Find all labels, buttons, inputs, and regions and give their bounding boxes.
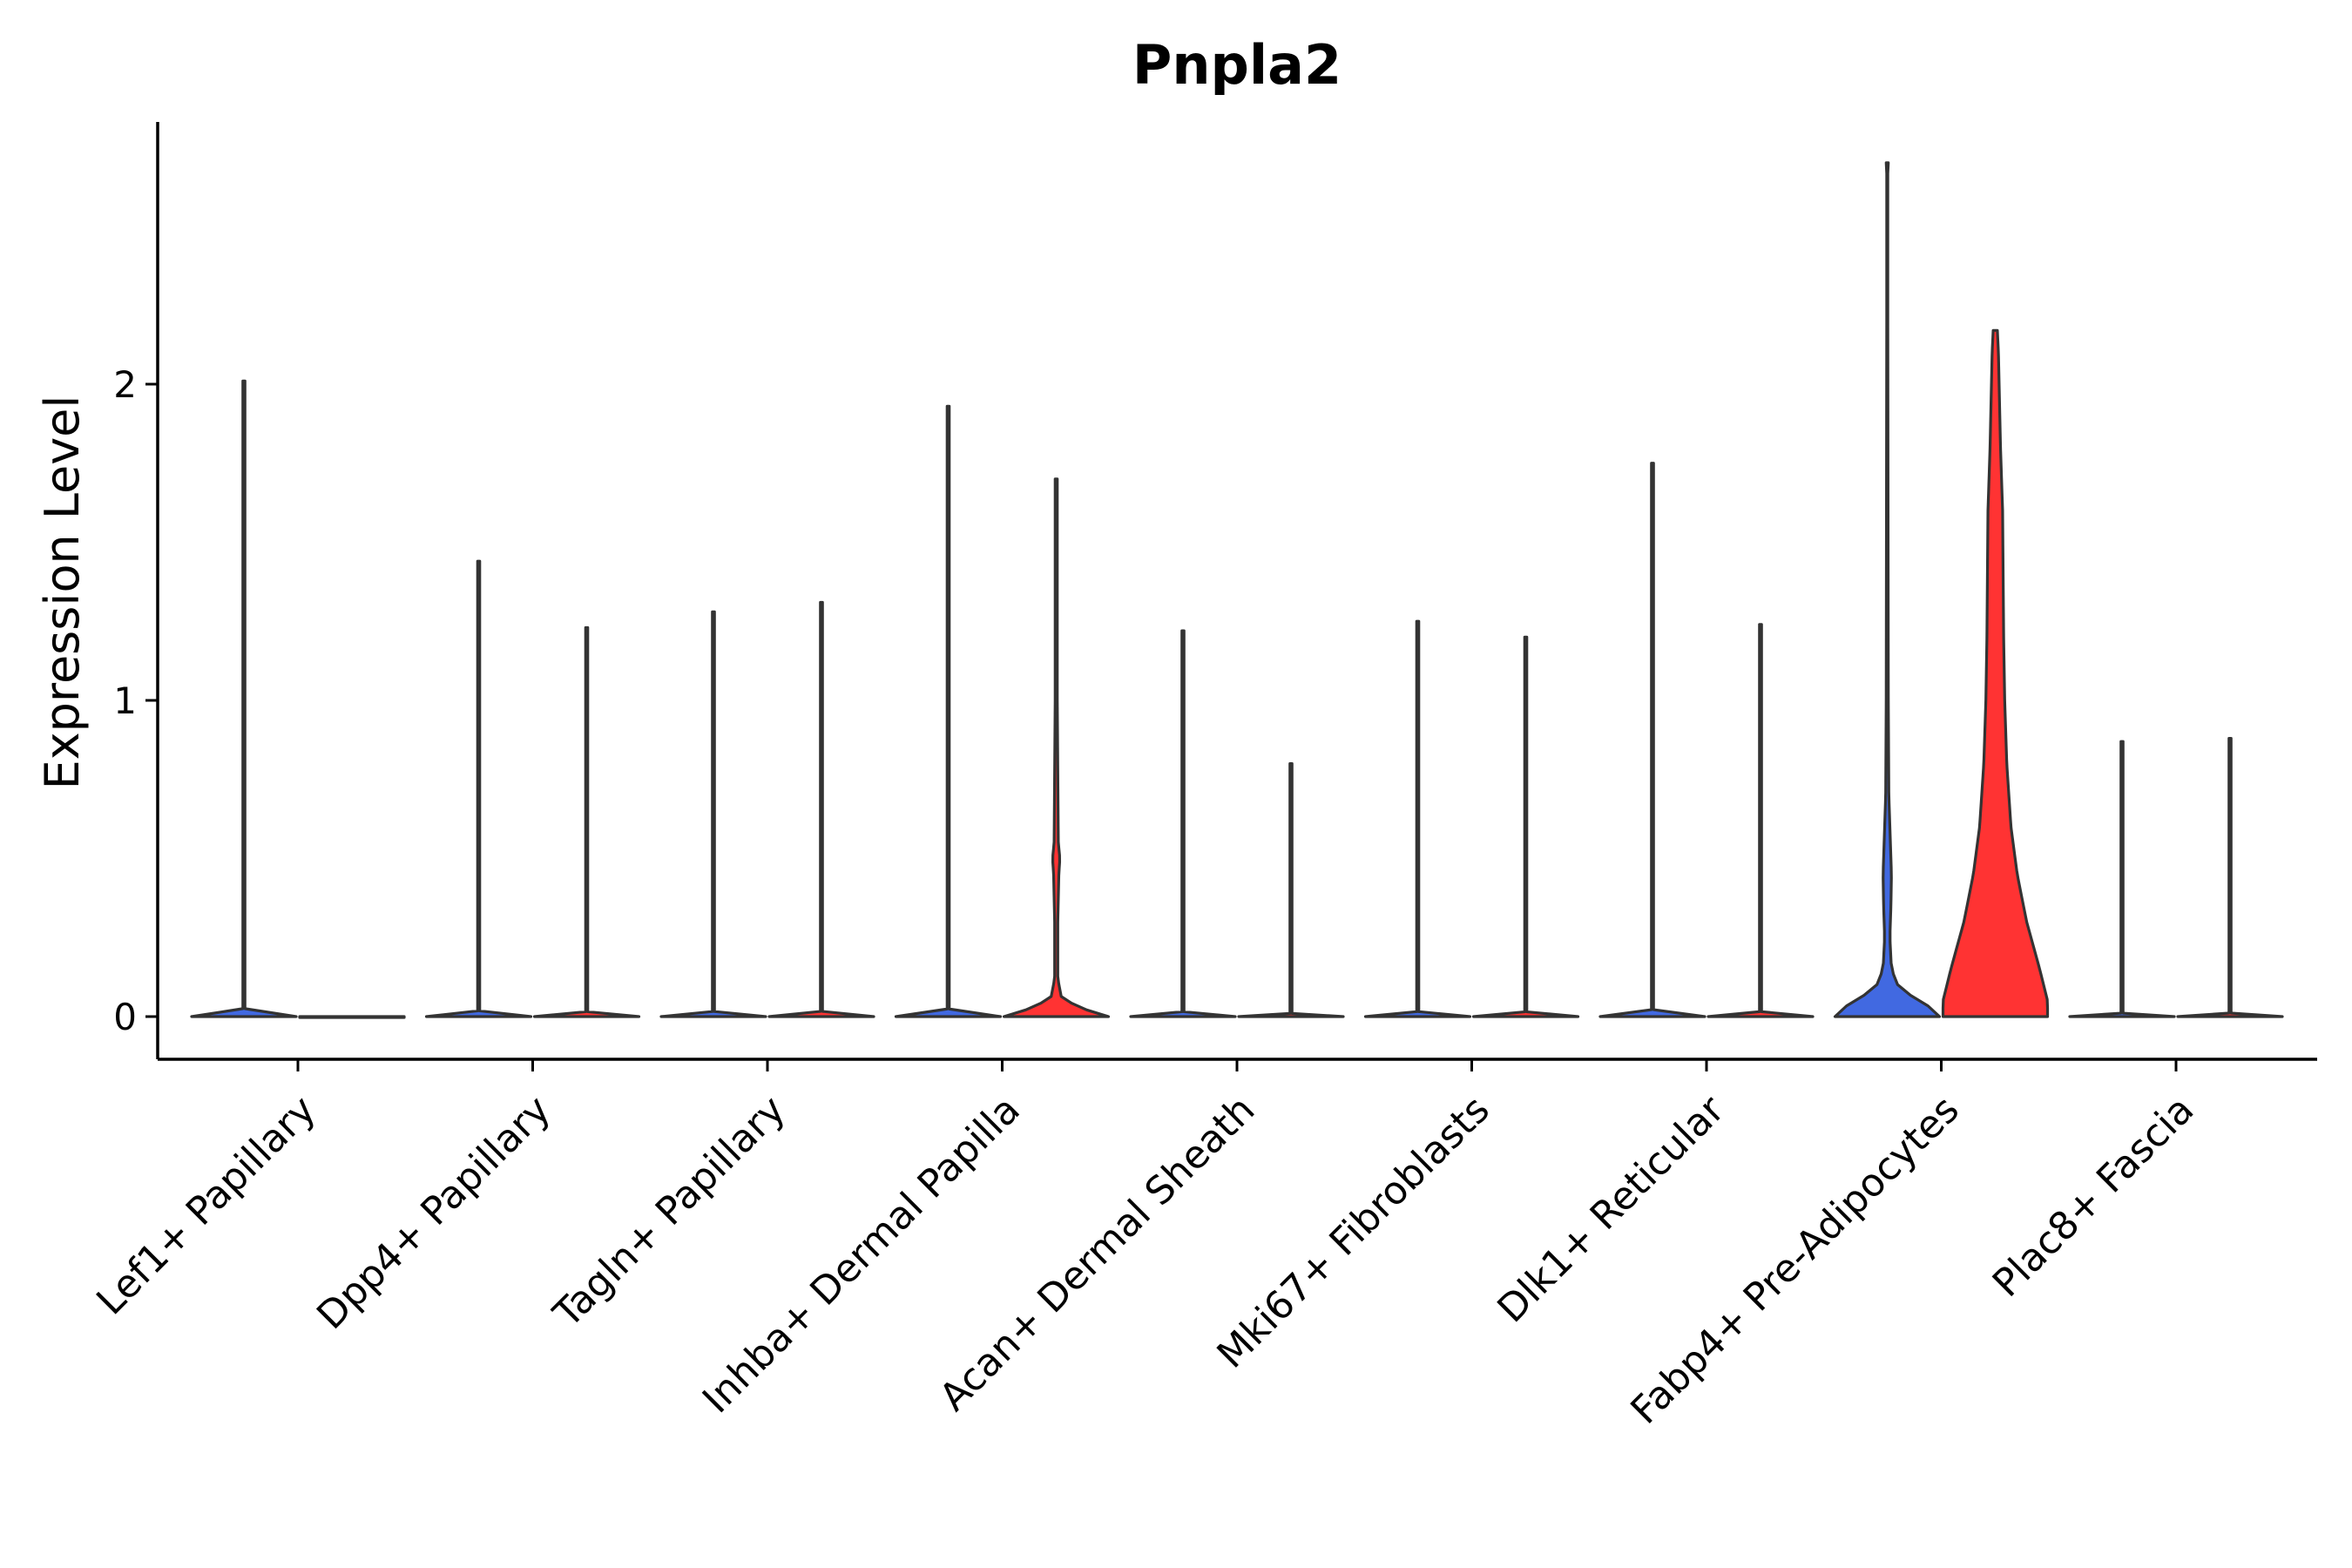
violin-12 (1471, 635, 1580, 1018)
x-tick-label-2: Dpp4+ Papillary (308, 1087, 559, 1338)
violin-16 (1941, 328, 2050, 1018)
x-tick-label-7: Dlk1+ Reticular (1489, 1087, 1734, 1332)
violin-15 (1833, 161, 1942, 1018)
x-tick-label-9: Plac8+ Fascia (1984, 1087, 2203, 1306)
x-tick-label-3: Tagln+ Papillary (544, 1087, 794, 1336)
violin-3 (424, 559, 533, 1018)
violin-1 (190, 379, 298, 1018)
x-tick-label-1: Lef1+ Papillary (88, 1087, 324, 1323)
y-axis-label: Expression Level (35, 395, 90, 790)
violin-11 (1363, 619, 1472, 1018)
violin-14 (1707, 623, 1815, 1018)
y-tick-label-1: 1 (113, 679, 137, 722)
violin-13 (1598, 462, 1707, 1018)
violin-4 (532, 625, 641, 1018)
violin-10 (1237, 762, 1345, 1018)
violins-layer (190, 161, 2284, 1019)
violin-5 (659, 610, 767, 1018)
violin-6 (767, 600, 875, 1018)
y-tick-label-2: 2 (113, 363, 137, 406)
violin-9 (1129, 629, 1237, 1018)
violin-18 (2176, 736, 2284, 1018)
x-tick-label-6: Mki67+ Fibroblasts (1209, 1087, 1498, 1376)
y-tick-label-0: 0 (113, 996, 137, 1038)
violin-17 (2068, 740, 2176, 1018)
chart-title: Pnpla2 (1132, 33, 1342, 97)
violin-7 (894, 404, 1003, 1018)
violin-8 (1002, 477, 1111, 1018)
